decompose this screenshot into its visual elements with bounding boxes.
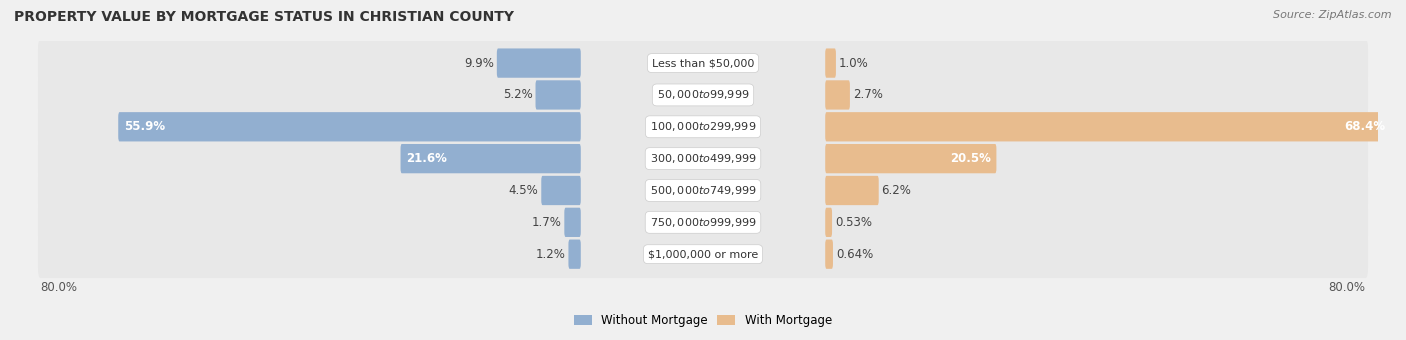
- Text: 20.5%: 20.5%: [950, 152, 991, 165]
- Text: $1,000,000 or more: $1,000,000 or more: [648, 249, 758, 259]
- FancyBboxPatch shape: [38, 39, 1368, 87]
- Text: $50,000 to $99,999: $50,000 to $99,999: [657, 88, 749, 101]
- FancyBboxPatch shape: [825, 176, 879, 205]
- Text: Source: ZipAtlas.com: Source: ZipAtlas.com: [1274, 10, 1392, 20]
- Text: 1.2%: 1.2%: [536, 248, 565, 261]
- FancyBboxPatch shape: [496, 48, 581, 78]
- FancyBboxPatch shape: [825, 80, 849, 109]
- Text: 21.6%: 21.6%: [406, 152, 447, 165]
- FancyBboxPatch shape: [118, 112, 581, 141]
- Text: 68.4%: 68.4%: [1344, 120, 1385, 133]
- FancyBboxPatch shape: [825, 144, 997, 173]
- FancyBboxPatch shape: [541, 176, 581, 205]
- Text: 4.5%: 4.5%: [509, 184, 538, 197]
- Text: Less than $50,000: Less than $50,000: [652, 58, 754, 68]
- FancyBboxPatch shape: [536, 80, 581, 109]
- Text: 9.9%: 9.9%: [464, 56, 494, 70]
- Text: 0.53%: 0.53%: [835, 216, 872, 229]
- FancyBboxPatch shape: [825, 208, 832, 237]
- Text: $500,000 to $749,999: $500,000 to $749,999: [650, 184, 756, 197]
- Legend: Without Mortgage, With Mortgage: Without Mortgage, With Mortgage: [569, 309, 837, 332]
- Text: 0.64%: 0.64%: [835, 248, 873, 261]
- Text: $100,000 to $299,999: $100,000 to $299,999: [650, 120, 756, 133]
- Text: 55.9%: 55.9%: [124, 120, 165, 133]
- Text: 2.7%: 2.7%: [853, 88, 883, 101]
- Text: 1.0%: 1.0%: [839, 56, 869, 70]
- FancyBboxPatch shape: [564, 208, 581, 237]
- FancyBboxPatch shape: [38, 135, 1368, 183]
- FancyBboxPatch shape: [38, 230, 1368, 278]
- Text: 1.7%: 1.7%: [531, 216, 561, 229]
- Text: $300,000 to $499,999: $300,000 to $499,999: [650, 152, 756, 165]
- FancyBboxPatch shape: [401, 144, 581, 173]
- FancyBboxPatch shape: [825, 240, 832, 269]
- FancyBboxPatch shape: [38, 103, 1368, 151]
- FancyBboxPatch shape: [38, 71, 1368, 119]
- FancyBboxPatch shape: [568, 240, 581, 269]
- FancyBboxPatch shape: [38, 167, 1368, 215]
- Text: 6.2%: 6.2%: [882, 184, 911, 197]
- FancyBboxPatch shape: [38, 199, 1368, 246]
- Text: 80.0%: 80.0%: [41, 281, 77, 294]
- Text: 80.0%: 80.0%: [1329, 281, 1365, 294]
- Text: 5.2%: 5.2%: [503, 88, 533, 101]
- Text: $750,000 to $999,999: $750,000 to $999,999: [650, 216, 756, 229]
- FancyBboxPatch shape: [825, 48, 837, 78]
- FancyBboxPatch shape: [825, 112, 1391, 141]
- Text: PROPERTY VALUE BY MORTGAGE STATUS IN CHRISTIAN COUNTY: PROPERTY VALUE BY MORTGAGE STATUS IN CHR…: [14, 10, 515, 24]
